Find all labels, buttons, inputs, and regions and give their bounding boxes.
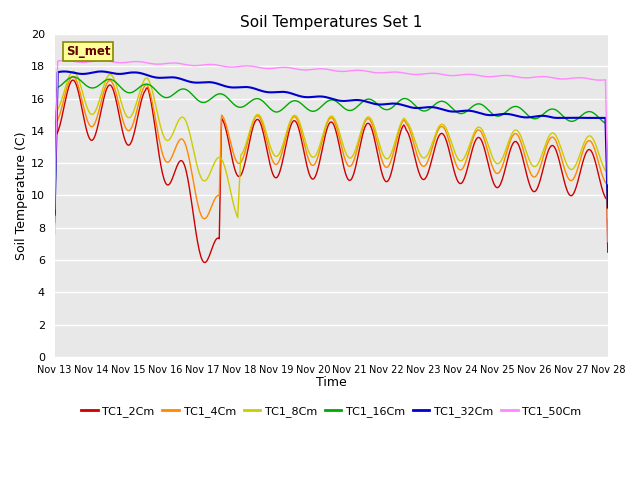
TC1_32Cm <box>61 69 68 74</box>
TC1_2Cm <box>205 255 212 261</box>
TC1_32Cm <box>604 204 612 210</box>
TC1_32Cm <box>204 79 212 85</box>
TC1_2Cm <box>118 128 126 133</box>
TC1_2Cm <box>201 260 209 265</box>
TC1_8Cm <box>399 116 407 122</box>
Legend: TC1_2Cm, TC1_4Cm, TC1_8Cm, TC1_16Cm, TC1_32Cm, TC1_50Cm: TC1_2Cm, TC1_4Cm, TC1_8Cm, TC1_16Cm, TC1… <box>77 401 586 421</box>
TC1_32Cm <box>118 71 126 77</box>
TC1_32Cm <box>175 75 182 81</box>
TC1_16Cm <box>204 98 212 104</box>
TC1_50Cm <box>604 181 612 187</box>
TC1_50Cm <box>204 61 212 67</box>
TC1_32Cm <box>51 212 58 217</box>
TC1_16Cm <box>415 106 423 112</box>
TC1_4Cm <box>69 73 77 79</box>
TC1_8Cm <box>69 69 77 74</box>
TC1_8Cm <box>118 103 126 108</box>
TC1_2Cm <box>175 160 182 166</box>
TC1_2Cm <box>604 249 612 255</box>
TC1_4Cm <box>61 94 68 99</box>
Line: TC1_2Cm: TC1_2Cm <box>54 80 608 263</box>
TC1_32Cm <box>399 102 407 108</box>
TC1_4Cm <box>399 118 407 124</box>
TC1_4Cm <box>118 116 126 121</box>
TC1_50Cm <box>415 72 423 77</box>
Text: SI_met: SI_met <box>66 45 110 58</box>
TC1_4Cm <box>51 198 58 204</box>
TC1_8Cm <box>175 118 182 124</box>
Line: TC1_16Cm: TC1_16Cm <box>54 77 608 222</box>
X-axis label: Time: Time <box>316 376 347 389</box>
TC1_2Cm <box>400 122 408 128</box>
TC1_2Cm <box>69 77 77 83</box>
TC1_50Cm <box>51 206 58 212</box>
Line: TC1_4Cm: TC1_4Cm <box>54 76 608 242</box>
TC1_8Cm <box>415 150 423 156</box>
TC1_4Cm <box>204 213 212 218</box>
Line: TC1_8Cm: TC1_8Cm <box>54 72 608 234</box>
Line: TC1_50Cm: TC1_50Cm <box>54 60 608 209</box>
TC1_16Cm <box>69 74 77 80</box>
TC1_16Cm <box>604 199 612 204</box>
TC1_32Cm <box>415 105 423 111</box>
TC1_50Cm <box>97 58 104 63</box>
TC1_32Cm <box>97 69 104 74</box>
TC1_50Cm <box>118 60 126 66</box>
Y-axis label: Soil Temperature (C): Soil Temperature (C) <box>15 131 28 260</box>
TC1_8Cm <box>61 87 68 93</box>
Line: TC1_32Cm: TC1_32Cm <box>54 72 608 215</box>
TC1_8Cm <box>51 231 58 237</box>
TC1_2Cm <box>51 206 58 212</box>
TC1_2Cm <box>416 172 424 178</box>
TC1_16Cm <box>399 96 407 102</box>
TC1_16Cm <box>51 219 58 225</box>
TC1_4Cm <box>175 139 182 144</box>
TC1_16Cm <box>61 79 68 85</box>
TC1_16Cm <box>175 88 182 94</box>
TC1_50Cm <box>399 70 407 76</box>
TC1_50Cm <box>61 58 68 63</box>
TC1_2Cm <box>61 101 68 107</box>
TC1_4Cm <box>604 239 612 245</box>
TC1_50Cm <box>175 60 182 66</box>
Title: Soil Temperatures Set 1: Soil Temperatures Set 1 <box>240 15 422 30</box>
TC1_16Cm <box>118 86 126 92</box>
TC1_8Cm <box>604 216 612 221</box>
TC1_4Cm <box>415 158 423 164</box>
TC1_8Cm <box>204 175 212 181</box>
